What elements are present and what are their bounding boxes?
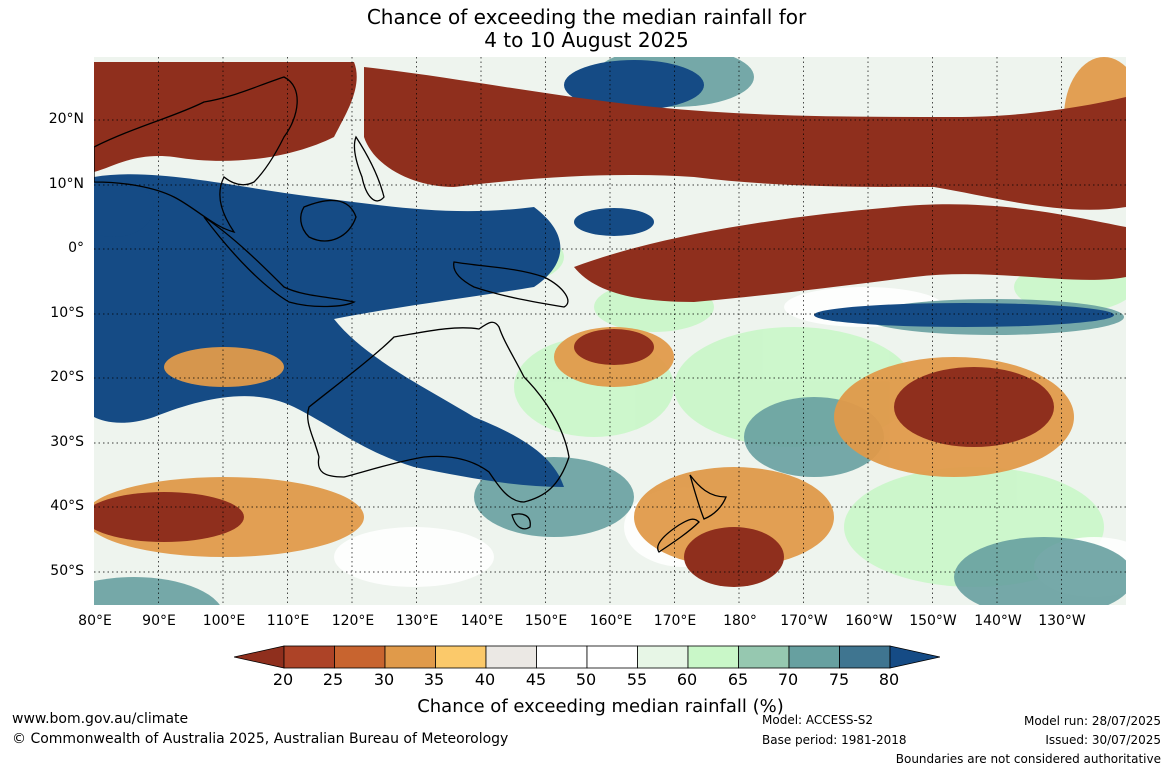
lat-label-30s: 30°S [50,434,84,450]
legend-swatch [435,645,487,669]
lon-label: 100°E [202,613,246,629]
issued-date: Issued: 30/07/2025 [1045,733,1161,747]
lon-label: 120°E [331,613,375,629]
lon-label: 170°E [653,613,697,629]
southeast-asia-coastline [94,76,298,234]
lat-label-10n: 10°N [48,176,84,192]
map-title-line1: Chance of exceeding the median rainfall … [366,5,807,29]
legend-tick: 60 [676,670,698,689]
legend-tick: 65 [727,670,749,689]
borneo-coastline [300,199,357,242]
philippines-coastline [353,135,385,202]
sumatra-java-coastline [203,216,356,308]
legend-tick: 45 [525,670,547,689]
lon-label: 80°E [78,613,112,629]
legend-tick: 80 [878,670,900,689]
lon-label: 90°E [142,613,176,629]
legend-swatch [485,645,537,669]
model-name: Model: ACCESS-S2 [762,713,874,727]
legend-swatch [536,645,588,669]
legend-swatch [738,645,790,669]
boundary-disclaimer: Boundaries are not considered authoritat… [895,752,1161,766]
legend-tick: 35 [423,670,445,689]
legend-swatch [586,645,638,669]
wet-blue-region [94,60,1114,487]
legend-arrow-low [234,645,285,669]
lat-label-0: 0° [68,240,84,256]
lat-label-20n: 20°N [48,111,84,127]
model-run-date: Model run: 28/07/2025 [1023,714,1161,728]
lon-label: 180° [723,613,757,629]
legend-title: Chance of exceeding median rainfall (%) [417,696,784,717]
legend-arrow-high [889,645,940,669]
australia-coastline [307,321,570,503]
legend-swatch [283,645,335,669]
lat-label-20s: 20°S [50,369,84,385]
legend-swatch [687,645,739,669]
lon-label: 110°E [266,613,310,629]
legend-tick: 55 [626,670,648,689]
rainfall-probability-map [94,57,1126,605]
lon-label: 140°E [460,613,504,629]
lon-label: 170°W [780,613,828,629]
new-zealand-south-coastline [657,518,700,553]
lon-label: 150°W [909,613,957,629]
copyright-text: © Commonwealth of Australia 2025, Austra… [12,731,509,747]
lat-label-50s: 50°S [50,563,84,579]
coastline-outline [94,76,727,553]
gridlines-dotted [94,57,1126,605]
lat-label-10s: 10°S [50,305,84,321]
new-zealand-north-coastline [689,474,727,520]
legend-swatch [839,645,891,669]
legend-tick: 70 [777,670,799,689]
legend-tick: 25 [322,670,344,689]
legend-swatch [334,645,386,669]
legend-tick: 50 [575,670,597,689]
lon-label: 150°E [524,613,568,629]
lon-label: 130°E [395,613,439,629]
dry-red-region [94,62,1126,587]
tasmania-coastline [511,513,531,530]
legend-swatch [384,645,436,669]
lon-label: 140°W [974,613,1022,629]
lat-label-40s: 40°S [50,498,84,514]
legend-tick: 75 [828,670,850,689]
legend-tick: 40 [474,670,496,689]
legend-colorbar [234,645,940,669]
lon-label: 130°W [1038,613,1086,629]
website-link[interactable]: www.bom.gov.au/climate [12,711,189,727]
new-guinea-coastline [453,261,569,308]
legend-tick: 30 [373,670,395,689]
legend-swatch [788,645,840,669]
lon-label: 160°W [845,613,893,629]
map-title-line2: 4 to 10 August 2025 [484,28,689,52]
base-period: Base period: 1981-2018 [762,733,907,747]
legend-tick: 20 [272,670,294,689]
legend-swatch [637,645,689,669]
lon-label: 160°E [589,613,633,629]
